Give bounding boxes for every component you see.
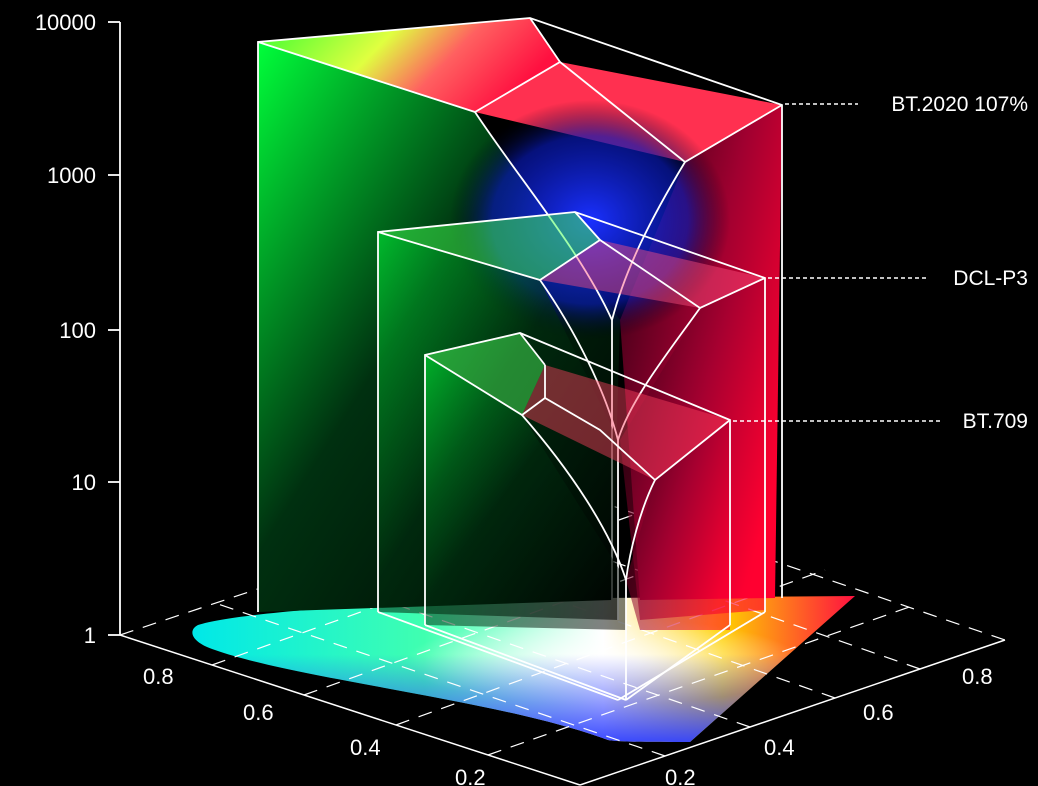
floor-edge-right [579,639,1006,786]
z-axis: 10000 1000 100 10 1 [35,10,121,648]
label-bt709: BT.709 [963,410,1028,433]
left-tick-label: 0.8 [143,664,174,689]
label-bt2020: BT.2020 107% [891,93,1028,116]
left-tick-label: 0.4 [350,735,381,760]
z-tick-label: 10 [72,470,96,495]
z-tick-label: 1 [84,623,96,648]
chromaticity-base [192,596,856,742]
z-tick-label: 100 [59,318,96,343]
right-tick-label: 0.6 [863,700,894,725]
right-tick-label: 0.2 [665,765,696,786]
z-tick-label: 10000 [35,10,96,35]
volume-labels: BT.2020 107% DCL-P3 BT.709 [733,93,1028,433]
right-tick-label: 0.8 [962,664,993,689]
floor-edge-left [119,634,581,786]
left-tick-label: 0.6 [243,700,274,725]
right-axis-labels: 0.8 0.6 0.4 0.2 [665,664,993,786]
volume-bt709 [424,332,731,701]
left-tick-label: 0.2 [455,765,486,786]
left-axis-labels: 0.8 0.6 0.4 0.2 [143,664,486,786]
z-tick-label: 1000 [47,163,96,188]
label-dcl-p3: DCL-P3 [953,267,1028,290]
right-tick-label: 0.4 [764,735,795,760]
